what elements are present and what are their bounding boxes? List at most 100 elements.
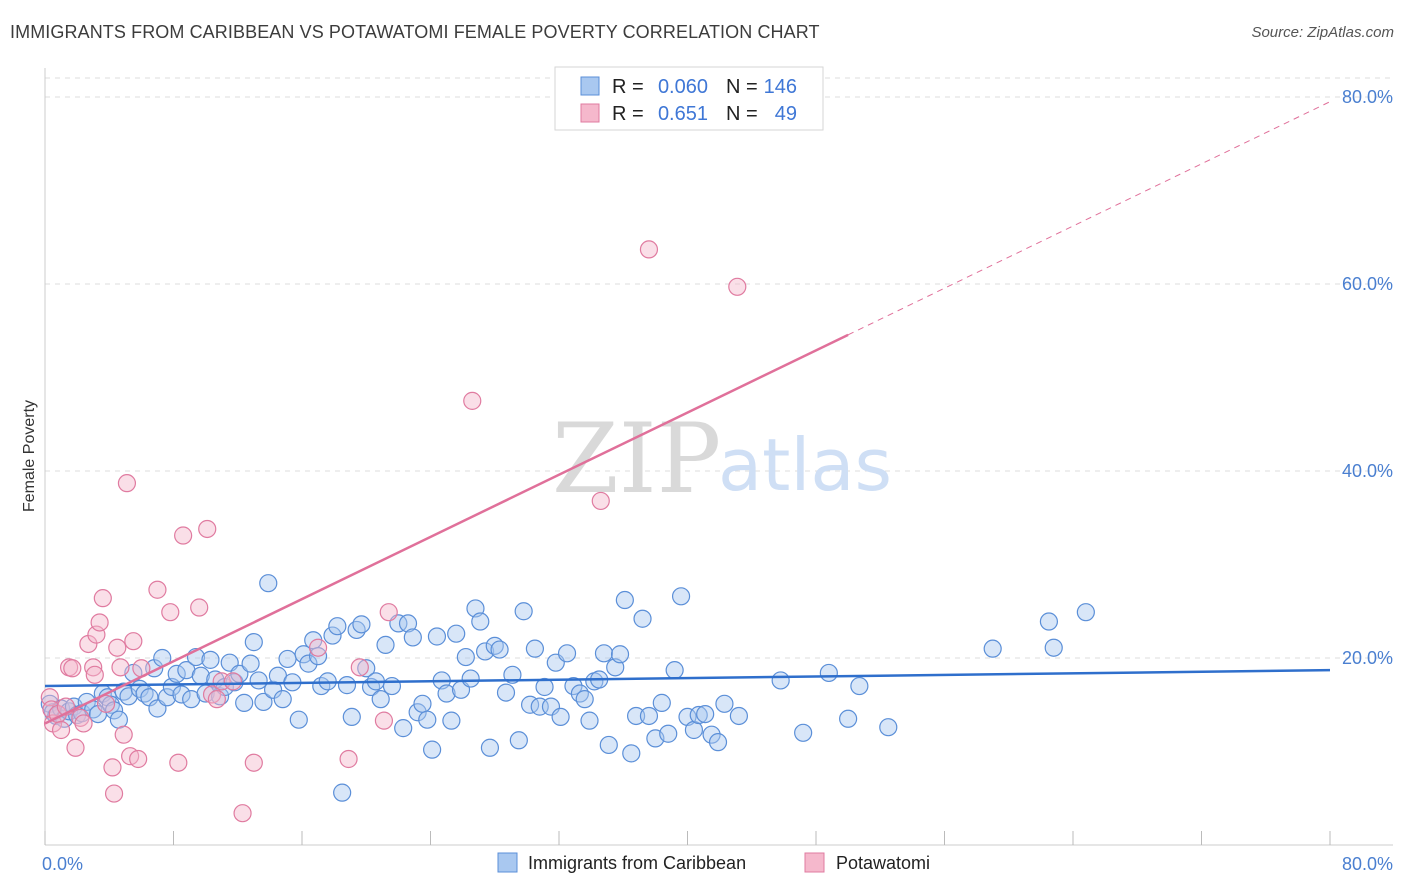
trend-line-potawatomi-extension (847, 101, 1331, 336)
caribbean-point-134 (729, 706, 749, 726)
caribbean-point-121 (639, 706, 659, 726)
caribbean-point-118 (622, 744, 641, 763)
trend-lines (44, 101, 1331, 725)
caribbean-point-75 (398, 614, 418, 633)
caribbean-point-98 (514, 602, 533, 621)
caribbean-point-110 (580, 711, 599, 730)
caribbean-point-136 (794, 723, 813, 742)
potawatomi-point-28 (148, 580, 167, 599)
caribbean-point-85 (447, 624, 466, 643)
potawatomi-point-9 (71, 708, 90, 727)
potawatomi-point-46 (591, 491, 610, 511)
caribbean-point-71 (376, 635, 395, 655)
caribbean-point-55 (299, 654, 318, 673)
caribbean-point-124 (659, 724, 678, 743)
caribbean-point-74 (394, 719, 413, 738)
caribbean-point-53 (289, 710, 308, 729)
caribbean-point-64 (342, 707, 361, 727)
watermark-zip: ZIP (552, 403, 721, 515)
chart-title: IMMIGRANTS FROM CARIBBEAN VS POTAWATOMI … (10, 22, 820, 42)
caribbean-point-139 (850, 676, 869, 696)
caribbean-point-43 (241, 654, 260, 673)
bottom-legend-swatch-blue (497, 852, 518, 873)
caribbean-point-106 (557, 644, 577, 663)
caribbean-point-78 (413, 694, 432, 713)
x-tick-label-max: 80.0% (1342, 854, 1393, 874)
caribbean-point-60 (323, 626, 342, 645)
caribbean-point-76 (403, 628, 422, 647)
caribbean-point-90 (471, 612, 490, 631)
caribbean-point-113 (594, 644, 614, 663)
caribbean-point-123 (652, 693, 671, 712)
bottom-legend-label-blue: Immigrants from Caribbean (528, 853, 746, 873)
potawatomi-point-7 (63, 659, 82, 678)
potawatomi-point-23 (117, 474, 137, 493)
caribbean-point-88 (461, 669, 480, 688)
bottom-legend-label-pink: Potawatomi (836, 853, 930, 873)
trend-line-potawatomi (44, 333, 849, 725)
potawatomi-point-20 (108, 638, 127, 657)
caribbean-point-133 (715, 694, 734, 713)
potawatomi-point-39 (244, 753, 263, 772)
series-potawatomi-points (40, 240, 747, 823)
potawatomi-point-16 (93, 589, 112, 608)
caribbean-point-72 (382, 676, 402, 696)
caribbean-point-126 (671, 587, 691, 606)
potawatomi-point-33 (198, 519, 217, 539)
caribbean-point-77 (408, 703, 427, 722)
caribbean-point-46 (254, 692, 273, 712)
caribbean-point-63 (337, 676, 357, 695)
caribbean-point-95 (496, 683, 516, 702)
caribbean-point-48 (263, 680, 283, 699)
caribbean-point-141 (983, 639, 1002, 658)
legend-swatch-pink (580, 103, 600, 123)
caribbean-point-67 (357, 659, 376, 678)
caribbean-point-81 (427, 627, 447, 646)
potawatomi-point-38 (233, 804, 252, 823)
caribbean-point-142 (1039, 612, 1059, 631)
potawatomi-point-44 (379, 603, 398, 622)
legend-n-label-1: N = (726, 76, 758, 98)
potawatomi-point-37 (223, 672, 243, 691)
caribbean-point-42 (235, 693, 254, 712)
caribbean-point-109 (575, 690, 594, 709)
caribbean-point-97 (509, 731, 528, 750)
caribbean-point-44 (244, 633, 263, 652)
caribbean-point-26 (157, 688, 177, 707)
caribbean-point-80 (423, 740, 442, 759)
bottom-legend-swatch-pink (804, 852, 825, 873)
caribbean-point-125 (665, 661, 684, 680)
caribbean-point-117 (615, 590, 634, 610)
caribbean-point-65 (347, 620, 366, 640)
caribbean-point-105 (551, 707, 570, 727)
potawatomi-point-31 (174, 526, 193, 545)
potawatomi-point-40 (308, 638, 328, 657)
bottom-legend: Immigrants from Caribbean Potawatomi (497, 852, 930, 873)
potawatomi-point-41 (339, 749, 358, 769)
legend-box: R = 0.060 N = 146 R = 0.651 N = 49 (554, 66, 824, 131)
gridlines (45, 77, 1393, 659)
potawatomi-point-25 (124, 632, 143, 651)
x-ticks (44, 831, 1331, 845)
caribbean-point-94 (490, 640, 509, 659)
potawatomi-point-4 (51, 720, 71, 740)
potawatomi-point-22 (114, 725, 133, 744)
potawatomi-point-13 (85, 665, 104, 684)
potawatomi-point-42 (350, 658, 369, 677)
potawatomi-point-30 (169, 753, 188, 772)
caribbean-point-130 (696, 704, 715, 724)
y-tick-label-80: 80.0% (1342, 87, 1393, 107)
potawatomi-point-17 (96, 694, 116, 713)
y-tick-label-40: 40.0% (1342, 461, 1393, 481)
y-axis-label: Female Poverty (21, 400, 38, 512)
caribbean-point-47 (259, 574, 278, 593)
y-tick-labels: 20.0% 40.0% 60.0% 80.0% (1342, 87, 1393, 668)
caribbean-point-144 (1076, 603, 1095, 622)
caribbean-point-29 (172, 685, 191, 704)
caribbean-point-40 (225, 673, 244, 692)
caribbean-point-132 (708, 733, 728, 752)
potawatomi-point-43 (374, 711, 394, 730)
potawatomi-point-32 (190, 598, 209, 617)
caribbean-point-70 (371, 690, 390, 709)
